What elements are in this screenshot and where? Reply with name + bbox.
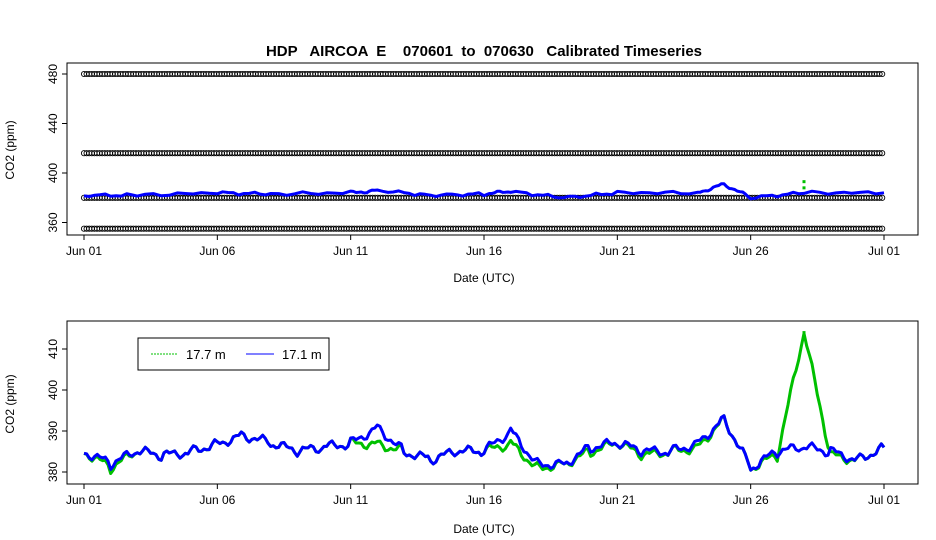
x-tick-label: Jun 01 — [66, 244, 102, 258]
reference-point — [879, 225, 886, 232]
legend: 17.7 m 17.1 m — [137, 337, 330, 371]
reference-point — [876, 150, 883, 157]
reference-point — [879, 150, 886, 157]
outlier-point-17-7-m — [802, 331, 806, 335]
top-y-axis: 360 400 440 480 — [46, 64, 67, 233]
y-tick-label: 360 — [46, 212, 60, 232]
reference-point — [879, 194, 886, 201]
x-tick-label: Jun 11 — [333, 244, 368, 258]
bottom-plot-frame — [66, 320, 919, 485]
reference-level-480 — [80, 70, 886, 78]
reference-level-355 — [80, 225, 886, 232]
x-tick-label: Jun 16 — [466, 493, 502, 507]
reference-level-416 — [80, 150, 886, 157]
legend-label-17-1m: 17.1 m — [282, 347, 322, 362]
top-chart-panel: HDP AIRCOA E 070601 to 070630 Calibrated… — [3, 43, 919, 285]
top-y-axis-label: CO2 (ppm) — [3, 120, 17, 179]
y-tick-label: 400 — [46, 163, 60, 183]
bottom-x-axis-label: Date (UTC) — [453, 522, 514, 536]
x-tick-label: Jun 16 — [466, 244, 502, 258]
x-tick-label: Jun 06 — [199, 244, 235, 258]
green-sample-point — [802, 186, 806, 190]
y-tick-label: 380 — [46, 462, 60, 482]
y-tick-label: 390 — [46, 421, 60, 441]
reference-gas-series — [80, 70, 886, 232]
bottom-y-axis-label: CO2 (ppm) — [3, 374, 17, 433]
x-tick-label: Jun 21 — [599, 493, 635, 507]
y-tick-label: 400 — [46, 380, 60, 400]
bottom-chart-panel: Jun 01 Jun 06 Jun 11 Jun 16 Jun 21 Jun 26 Jul … — [3, 320, 919, 536]
x-tick-label: Jul 01 — [868, 493, 900, 507]
x-tick-label: Jun 11 — [333, 493, 368, 507]
x-tick-label: Jun 06 — [199, 493, 235, 507]
x-tick-label: Jun 26 — [733, 493, 769, 507]
x-tick-label: Jun 26 — [733, 244, 769, 258]
y-tick-label: 440 — [46, 113, 60, 133]
series-line-17-1m-top — [83, 182, 885, 201]
bottom-x-axis: Jun 01 Jun 06 Jun 11 Jun 16 Jun 21 Jun 26 Jul … — [66, 484, 900, 507]
bottom-y-axis: 380 390 400 410 — [46, 339, 67, 482]
top-x-axis-label: Date (UTC) — [453, 271, 514, 285]
x-tick-label: Jul 01 — [868, 244, 900, 258]
green-sample-point — [802, 180, 806, 184]
reference-point — [876, 194, 883, 201]
reference-point — [876, 225, 883, 232]
top-x-axis: Jun 01 Jun 06 Jun 11 Jun 16 Jun 21 Jun 26 Jul … — [66, 235, 900, 258]
legend-label-17-7m: 17.7 m — [186, 347, 226, 362]
green-sample-points — [802, 180, 806, 190]
x-tick-label: Jun 21 — [599, 244, 635, 258]
y-tick-label: 410 — [46, 339, 60, 359]
series-line-17-1m — [83, 414, 886, 472]
reference-point — [879, 70, 886, 78]
y-tick-label: 480 — [46, 64, 60, 84]
x-tick-label: Jun 01 — [66, 493, 102, 507]
reference-point — [876, 70, 883, 78]
top-plot-frame — [66, 62, 919, 236]
chart-title: HDP AIRCOA E 070601 to 070630 Calibrated… — [266, 43, 702, 60]
